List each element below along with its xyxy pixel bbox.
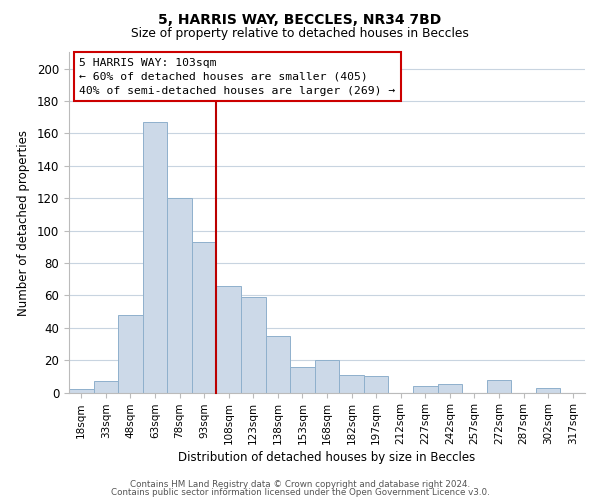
Bar — [266, 336, 290, 392]
Text: Contains public sector information licensed under the Open Government Licence v3: Contains public sector information licen… — [110, 488, 490, 497]
Bar — [364, 376, 388, 392]
Bar — [241, 297, 266, 392]
X-axis label: Distribution of detached houses by size in Beccles: Distribution of detached houses by size … — [178, 452, 476, 464]
Bar — [339, 374, 364, 392]
Bar — [69, 390, 94, 392]
Bar — [413, 386, 437, 392]
Text: 5, HARRIS WAY, BECCLES, NR34 7BD: 5, HARRIS WAY, BECCLES, NR34 7BD — [158, 12, 442, 26]
Bar — [536, 388, 560, 392]
Bar — [487, 380, 511, 392]
Bar — [143, 122, 167, 392]
Bar — [290, 366, 315, 392]
Bar — [118, 315, 143, 392]
Bar — [94, 381, 118, 392]
Bar — [315, 360, 339, 392]
Text: Contains HM Land Registry data © Crown copyright and database right 2024.: Contains HM Land Registry data © Crown c… — [130, 480, 470, 489]
Bar — [217, 286, 241, 393]
Bar — [437, 384, 462, 392]
Text: Size of property relative to detached houses in Beccles: Size of property relative to detached ho… — [131, 28, 469, 40]
Bar — [167, 198, 192, 392]
Bar — [192, 242, 217, 392]
Text: 5 HARRIS WAY: 103sqm
← 60% of detached houses are smaller (405)
40% of semi-deta: 5 HARRIS WAY: 103sqm ← 60% of detached h… — [79, 58, 395, 96]
Y-axis label: Number of detached properties: Number of detached properties — [17, 130, 30, 316]
